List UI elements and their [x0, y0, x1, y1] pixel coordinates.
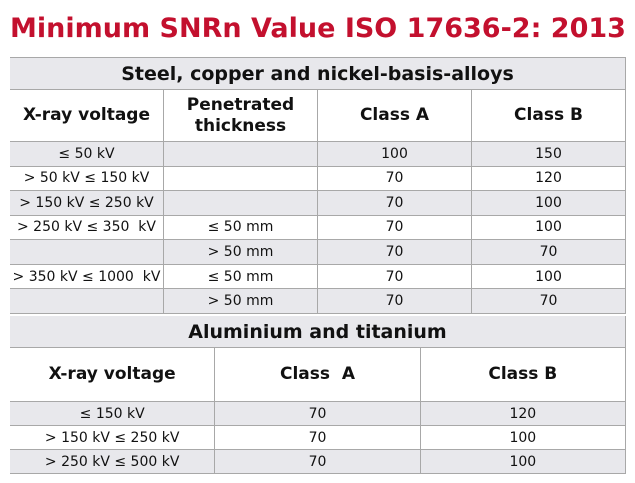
table-cell: > 250 kV ≤ 350 kV	[10, 215, 164, 241]
table-cell	[164, 191, 318, 216]
table-cell: 100	[420, 450, 626, 474]
column-header: Class A	[318, 90, 472, 142]
table-cell	[164, 166, 318, 192]
table-cell: 70	[215, 402, 421, 426]
table-cell: 120	[472, 166, 626, 192]
table-cell: 70	[318, 166, 472, 192]
table-cell: 70	[472, 240, 626, 265]
table-cell: > 50 mm	[164, 289, 318, 314]
column-header: X-ray voltage	[10, 90, 164, 142]
table-cell: 100	[472, 215, 626, 241]
table-cell: > 50 mm	[164, 240, 318, 265]
table-cell	[10, 289, 164, 314]
table-cell	[10, 240, 164, 265]
table-cell: ≤ 50 kV	[10, 142, 164, 167]
table-cell: ≤ 50 mm	[164, 264, 318, 290]
table-cell: 100	[472, 264, 626, 290]
table-cell: > 250 kV ≤ 500 kV	[10, 450, 216, 474]
table-cell: ≤ 50 mm	[164, 215, 318, 241]
table-cell	[164, 142, 318, 167]
table-cell: 100	[318, 142, 472, 167]
section-heading: Steel, copper and nickel-basis-alloys	[10, 58, 626, 90]
table-cell: 70	[318, 215, 472, 241]
table-cell: 70	[215, 426, 421, 450]
section-heading: Aluminium and titanium	[10, 316, 626, 348]
table-cell: 70	[215, 450, 421, 474]
table-cell: 120	[420, 402, 626, 426]
column-header: X-ray voltage	[10, 348, 216, 402]
column-header: Class B	[420, 348, 626, 402]
table-cell: 70	[318, 289, 472, 314]
table-cell: 100	[472, 191, 626, 216]
table-cell: 70	[472, 289, 626, 314]
column-header: Class A	[215, 348, 421, 402]
table-cell: ≤ 150 kV	[10, 402, 216, 426]
table-cell: 100	[420, 426, 626, 450]
table-cell: > 350 kV ≤ 1000 kV	[10, 264, 164, 290]
column-header: Penetrated thickness	[164, 90, 318, 142]
table-cell: 70	[318, 240, 472, 265]
table-cell: 150	[472, 142, 626, 167]
table-cell: > 150 kV ≤ 250 kV	[10, 426, 216, 450]
table-cell: > 50 kV ≤ 150 kV	[10, 166, 164, 192]
table-cell: 70	[318, 191, 472, 216]
table-cell: > 150 kV ≤ 250 kV	[10, 191, 164, 216]
column-header: Class B	[472, 90, 626, 142]
table-cell: 70	[318, 264, 472, 290]
title: Minimum SNRn Value ISO 17636-2: 2013	[10, 0, 626, 58]
